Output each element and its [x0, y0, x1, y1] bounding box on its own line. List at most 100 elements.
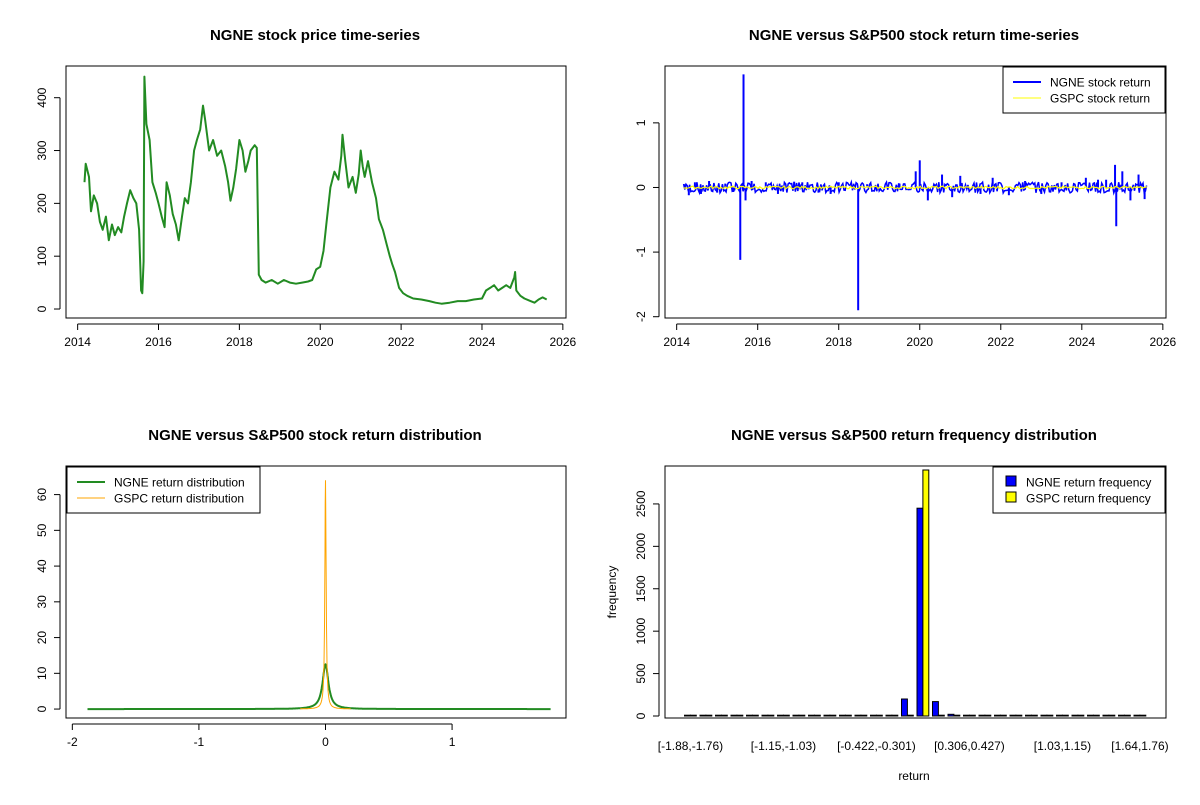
dist-y-tick-label: 60: [35, 488, 49, 502]
legend-label-ngne-return: NGNE stock return: [1050, 76, 1151, 90]
price-y-tick-label: 300: [35, 140, 49, 160]
gspc-frequency-bar: [922, 469, 930, 717]
return-x-tick-label: 2024: [1068, 335, 1095, 349]
gspc-frequency-bar: [953, 714, 961, 717]
ngne-frequency-bar: [746, 714, 753, 717]
legend-label-gspc-freq: GSPC return frequency: [1026, 492, 1151, 506]
ngne-frequency-bar: [823, 714, 831, 717]
dist-x-tick-label: 0: [322, 735, 329, 749]
gspc-frequency-bar: [705, 714, 713, 717]
price-x-tick-label: 2016: [145, 335, 172, 349]
gspc-frequency-bar: [968, 714, 976, 717]
legend-box-distribution: [66, 466, 261, 514]
ngne-frequency-bar: [854, 714, 862, 717]
price-series-line: [83, 75, 548, 305]
plot-frame-return: [664, 65, 1167, 319]
gspc-frequency-bar: [1077, 714, 1085, 717]
gspc-density-line: [300, 480, 351, 710]
price-x-tick-label: 2018: [226, 335, 253, 349]
return-x-tick-label: 2016: [744, 335, 771, 349]
ngne-frequency-bar: [916, 507, 924, 717]
freq-x-tick-label: [-1.15,-1.03): [751, 739, 816, 753]
ngne-frequency-bar: [870, 714, 877, 717]
legend-frequency: NGNE return frequency GSPC return freque…: [992, 466, 1166, 514]
return-x-tick-label: 2022: [987, 335, 1014, 349]
ngne-frequency-bar: [885, 714, 893, 717]
gspc-frequency-bar: [720, 714, 728, 717]
ngne-frequency-bar: [699, 714, 707, 717]
price-x-tick-label: 2022: [388, 335, 415, 349]
plot-frame-price: [65, 65, 567, 319]
gspc-frequency-bar: [813, 714, 821, 717]
ngne-frequency-bar: [963, 714, 970, 717]
gspc-frequency-bar: [999, 714, 1007, 717]
return-x-tick-label: 2020: [906, 335, 933, 349]
return-y-tick-label: -1: [634, 246, 648, 257]
freq-x-tick-label: [-1.88,-1.76): [658, 739, 723, 753]
ngne-frequency-bar: [1056, 714, 1063, 717]
gspc-frequency-bar: [984, 714, 992, 717]
plot-frame-frequency: [664, 465, 1167, 719]
chart-title-return: NGNE versus S&P500 stock return time-ser…: [749, 27, 1079, 44]
dist-y-tick-label: 0: [35, 705, 49, 712]
return-x-tick-label: 2014: [663, 335, 690, 349]
return-x-tick-label: 2018: [825, 335, 852, 349]
legend-box-frequency: [992, 466, 1166, 514]
ngne-frequency-bar: [1087, 714, 1094, 717]
gspc-frequency-bar: [782, 714, 790, 717]
ngne-frequency-bar: [1040, 714, 1048, 717]
gspc-frequency-bar: [937, 714, 945, 717]
ngne-frequency-bar: [901, 698, 908, 717]
freq-y-tick-label: 0: [634, 712, 648, 719]
legend-label-ngne-dist: NGNE return distribution: [114, 476, 245, 490]
ngne-frequency-bar: [808, 714, 815, 717]
gspc-frequency-bar: [798, 714, 806, 717]
gspc-frequency-bar: [1061, 714, 1069, 717]
freq-y-tick-label: 2000: [634, 533, 648, 560]
ngne-frequency-bar: [684, 714, 691, 717]
gspc-frequency-bar: [1139, 714, 1147, 717]
ngne-frequency-bar: [932, 701, 939, 717]
gspc-frequency-bar: [689, 714, 697, 717]
ngne-frequency-bar: [978, 714, 986, 717]
gspc-frequency-bar: [906, 714, 914, 717]
ngne-frequency-bar: [839, 714, 846, 717]
legend-label-ngne-freq: NGNE return frequency: [1026, 476, 1151, 490]
dist-x-tick-label: -2: [67, 735, 78, 749]
ngne-frequency-bar: [1009, 714, 1017, 717]
price-x-tick-label: 2014: [64, 335, 91, 349]
legend-label-gspc-dist: GSPC return distribution: [114, 492, 244, 506]
legend-key-gspc-freq: [1005, 491, 1017, 503]
x-axis-label-frequency: return: [898, 769, 929, 783]
gspc-frequency-bar: [829, 714, 837, 717]
ngne-frequency-bar: [947, 713, 955, 717]
dist-y-tick-label: 30: [35, 595, 49, 609]
ngne-frequency-bar: [1025, 714, 1032, 717]
freq-y-tick-label: 1000: [634, 618, 648, 645]
chart-title-distribution: NGNE versus S&P500 stock return distribu…: [148, 427, 481, 444]
freq-y-tick-label: 2500: [634, 490, 648, 517]
legend-box-return: [1002, 66, 1166, 114]
ngne-frequency-bar: [715, 714, 722, 717]
dist-y-tick-label: 20: [35, 631, 49, 645]
ngne-density-line: [87, 663, 551, 711]
gspc-frequency-bar: [1030, 714, 1038, 717]
return-y-tick-label: 0: [634, 184, 648, 191]
price-y-tick-label: 200: [35, 193, 49, 213]
gspc-frequency-bar: [1046, 714, 1054, 717]
price-x-tick-label: 2020: [307, 335, 334, 349]
freq-y-tick-label: 500: [634, 663, 648, 683]
y-axis-label-frequency: frequency: [605, 566, 619, 619]
legend-distribution: NGNE return distribution GSPC return dis…: [66, 466, 261, 514]
panel-price-timeseries: NGNE stock price time-series 2014 2016 201…: [35, 27, 577, 349]
freq-y-tick-label: 1500: [634, 575, 648, 602]
gspc-frequency-bar: [1015, 714, 1023, 717]
freq-x-tick-label: [1.03,1.15): [1034, 739, 1091, 753]
gspc-frequency-bar: [891, 714, 899, 717]
gspc-frequency-bar: [751, 714, 759, 717]
dist-x-tick-label: 1: [449, 735, 456, 749]
price-y-tick-label: 400: [35, 87, 49, 107]
gspc-return-line: [683, 185, 1148, 190]
gspc-frequency-bar: [1108, 714, 1116, 717]
